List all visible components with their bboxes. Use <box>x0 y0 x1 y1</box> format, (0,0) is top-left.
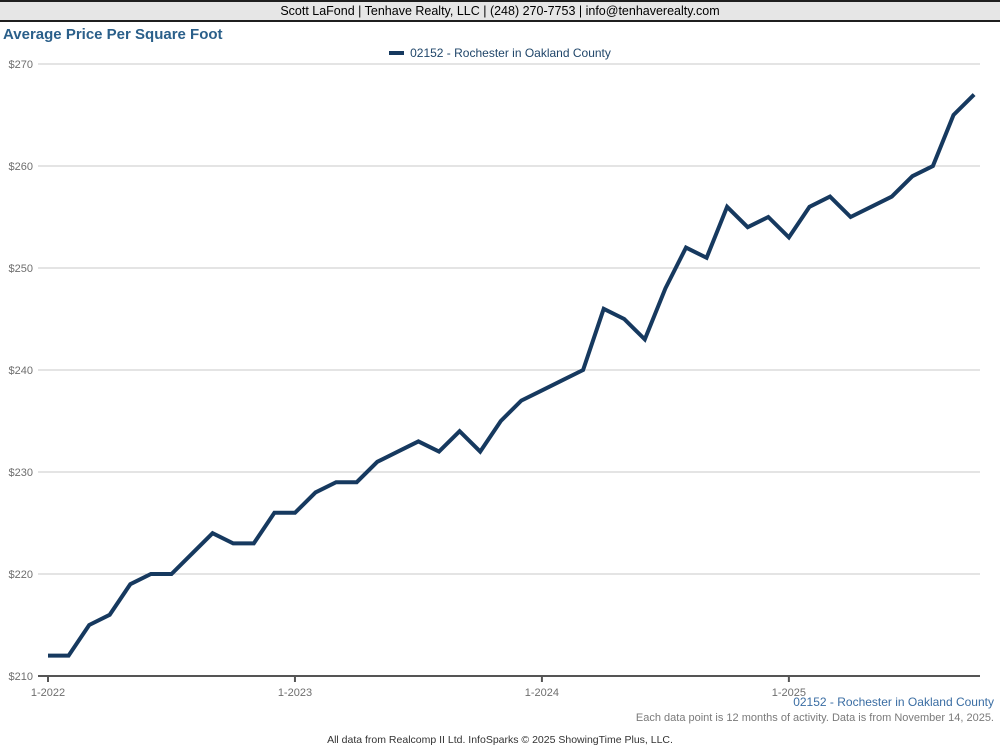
svg-text:$270: $270 <box>9 59 33 71</box>
svg-text:$210: $210 <box>9 671 33 683</box>
page-title: Average Price Per Square Foot <box>3 26 223 43</box>
svg-text:1-2022: 1-2022 <box>31 687 65 699</box>
svg-text:1-2024: 1-2024 <box>525 687 559 699</box>
chart-legend: 02152 - Rochester in Oakland County <box>0 46 1000 60</box>
svg-text:$230: $230 <box>9 467 33 479</box>
svg-text:1-2025: 1-2025 <box>772 687 806 699</box>
header-contact-band: Scott LaFond | Tenhave Realty, LLC | (24… <box>0 0 1000 22</box>
y-axis-labels: $210 $220 $230 $240 $250 $260 $270 <box>9 59 33 683</box>
footer-data-note: Each data point is 12 months of activity… <box>635 712 994 724</box>
svg-text:$240: $240 <box>9 365 33 377</box>
footer-attribution: All data from Realcomp II Ltd. InfoSpark… <box>327 734 673 746</box>
contact-line: Scott LaFond | Tenhave Realty, LLC | (24… <box>280 4 720 18</box>
svg-text:$260: $260 <box>9 161 33 173</box>
gridlines <box>38 63 980 575</box>
svg-text:1-2023: 1-2023 <box>278 687 312 699</box>
x-axis-labels: 1-2022 1-2023 1-2024 1-2025 <box>31 676 806 699</box>
svg-text:$250: $250 <box>9 263 33 275</box>
price-per-sqft-line <box>48 93 976 658</box>
legend-line-swatch <box>389 51 405 55</box>
footer-series-label: 02152 - Rochester in Oakland County <box>793 695 994 709</box>
svg-text:$220: $220 <box>9 569 33 581</box>
legend-label: 02152 - Rochester in Oakland County <box>410 46 611 60</box>
